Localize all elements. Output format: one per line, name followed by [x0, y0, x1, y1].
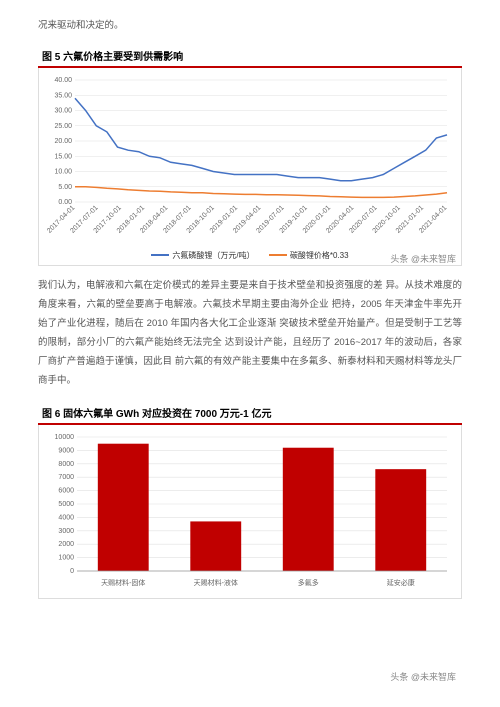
intro-text: 况来驱动和决定的。 — [38, 18, 462, 33]
legend1-label1: 六氟磷酸锂（万元/吨） — [172, 250, 254, 261]
chart2-body: 0 1000 2000 3000 4000 5000 6000 7000 8000 9000 100… — [38, 425, 462, 599]
chart1-svg: 0.005.0010.0015.0020.0025.0030.0035.0040… — [43, 74, 453, 244]
svg-text:20.00: 20.00 — [54, 138, 72, 145]
chart1-title: 图 5 六氟价格主要受到供需影响 — [38, 45, 462, 68]
svg-text:2000: 2000 — [58, 541, 74, 548]
svg-text:8000: 8000 — [58, 460, 74, 467]
svg-text:4000: 4000 — [58, 514, 74, 521]
legend1-label2: 碳酸锂价格*0.33 — [290, 250, 349, 261]
svg-text:5.00: 5.00 — [58, 184, 72, 191]
svg-text:10.00: 10.00 — [54, 169, 72, 176]
legend1-line1 — [151, 254, 169, 256]
svg-text:多氟多: 多氟多 — [298, 578, 319, 587]
body-paragraph: 我们认为，电解液和六氟在定价模式的差异主要是来自于技术壁垒和投资强度的差 异。从… — [38, 276, 462, 390]
watermark2: 头条 @未来智库 — [390, 670, 456, 683]
chart1-body: 0.005.0010.0015.0020.0025.0030.0035.0040… — [38, 68, 462, 266]
svg-text:35.00: 35.00 — [54, 92, 72, 99]
svg-text:0: 0 — [70, 568, 74, 575]
svg-text:10000: 10000 — [55, 434, 75, 441]
svg-text:延安必康: 延安必康 — [387, 578, 415, 587]
legend1-item2: 碳酸锂价格*0.33 — [269, 250, 349, 261]
svg-text:9000: 9000 — [58, 447, 74, 454]
svg-text:天赐材料-液体: 天赐材料-液体 — [194, 578, 238, 587]
svg-text:6000: 6000 — [58, 487, 74, 494]
chart1-block: 图 5 六氟价格主要受到供需影响 0.005.0010.0015.0020.00… — [38, 45, 462, 266]
legend1-line2 — [269, 254, 287, 256]
watermark1: 头条 @未来智库 — [390, 252, 456, 265]
svg-text:7000: 7000 — [58, 474, 74, 481]
chart2-title: 图 6 固体六氟单 GWh 对应投资在 7000 万元-1 亿元 — [38, 402, 462, 425]
svg-text:40.00: 40.00 — [54, 77, 72, 84]
svg-text:天赐材料-固体: 天赐材料-固体 — [101, 578, 145, 587]
svg-text:3000: 3000 — [58, 527, 74, 534]
svg-text:25.00: 25.00 — [54, 123, 72, 130]
chart2-block: 图 6 固体六氟单 GWh 对应投资在 7000 万元-1 亿元 0 1000 20… — [38, 402, 462, 599]
legend1-item1: 六氟磷酸锂（万元/吨） — [151, 250, 254, 261]
svg-text:30.00: 30.00 — [54, 108, 72, 115]
chart2-svg: 0 1000 2000 3000 4000 5000 6000 7000 8000 9000 100… — [43, 431, 453, 591]
svg-text:5000: 5000 — [58, 501, 74, 508]
svg-text:15.00: 15.00 — [54, 153, 72, 160]
svg-text:1000: 1000 — [58, 554, 74, 561]
